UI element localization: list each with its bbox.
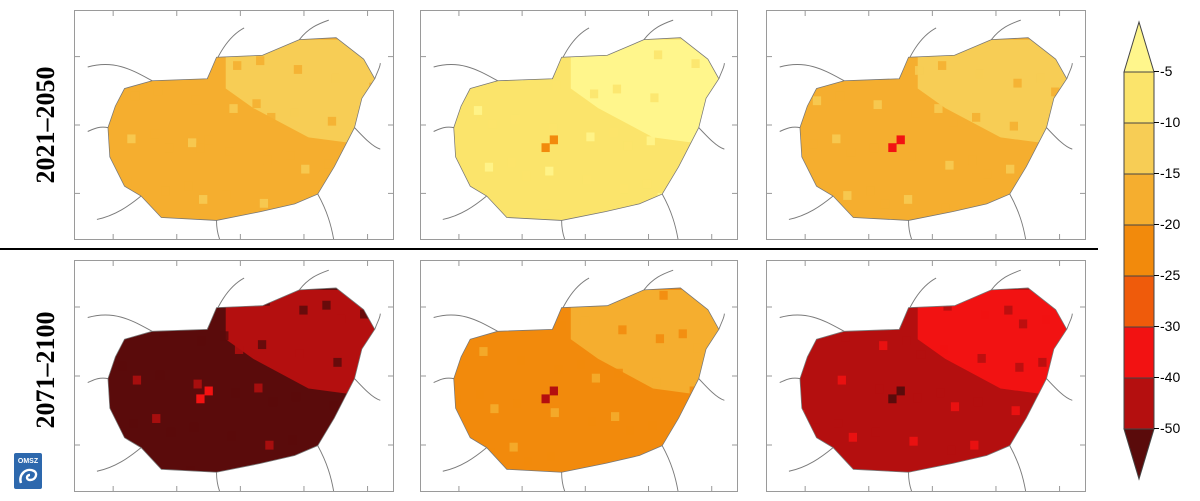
legend-swatch <box>1123 224 1155 277</box>
legend-swatch <box>1123 275 1155 328</box>
logo-text: OMSZ <box>18 458 39 465</box>
color-legend-bar <box>1123 20 1155 481</box>
legend-tick-label: -15 <box>1160 165 1181 181</box>
map-panel-2021-2050-model-3 <box>766 10 1086 240</box>
legend-tick-mark <box>1154 275 1159 276</box>
legend-tick-mark <box>1154 224 1159 225</box>
map-panel-2071-2100-model-3 <box>766 260 1086 492</box>
map-panel-2021-2050-model-2 <box>420 10 738 240</box>
legend-swatch <box>1123 377 1155 430</box>
map-svg <box>75 11 393 239</box>
legend-tick-mark <box>1154 428 1159 429</box>
legend-bottom-arrow <box>1123 428 1155 481</box>
legend-top-arrow <box>1123 20 1155 73</box>
map-svg <box>421 261 737 491</box>
legend-tick-label: -40 <box>1160 369 1181 385</box>
legend-swatch <box>1123 122 1155 175</box>
map-svg <box>75 261 393 491</box>
legend-tick-label: -30 <box>1160 318 1181 334</box>
map-svg <box>767 11 1085 239</box>
legend-tick-mark <box>1154 122 1159 123</box>
legend-swatch <box>1123 71 1155 124</box>
legend-tick-mark <box>1154 326 1159 327</box>
map-panel-2071-2100-model-2 <box>420 260 738 492</box>
legend-swatch <box>1123 326 1155 379</box>
legend-tick-mark <box>1154 377 1159 378</box>
legend-tick-mark <box>1154 173 1159 174</box>
row-divider <box>0 248 1098 250</box>
legend-tick-mark <box>1154 71 1159 72</box>
legend-tick-label: -25 <box>1160 267 1181 283</box>
legend-tick-label: -50 <box>1160 420 1181 436</box>
map-svg <box>767 261 1085 491</box>
period-label-2021-2050: 2021–2050 <box>31 66 60 184</box>
map-panel-2021-2050-model-1 <box>74 10 394 240</box>
omsz-logo: OMSZ <box>14 453 42 489</box>
legend-tick-label: -5 <box>1160 63 1173 79</box>
legend-tick-label: -20 <box>1160 216 1181 232</box>
period-label-2071-2100: 2071–2100 <box>31 311 60 429</box>
legend-tick-label: -10 <box>1160 114 1181 130</box>
legend-swatch <box>1123 173 1155 226</box>
map-panel-2071-2100-model-1 <box>74 260 394 492</box>
map-svg <box>421 11 737 239</box>
